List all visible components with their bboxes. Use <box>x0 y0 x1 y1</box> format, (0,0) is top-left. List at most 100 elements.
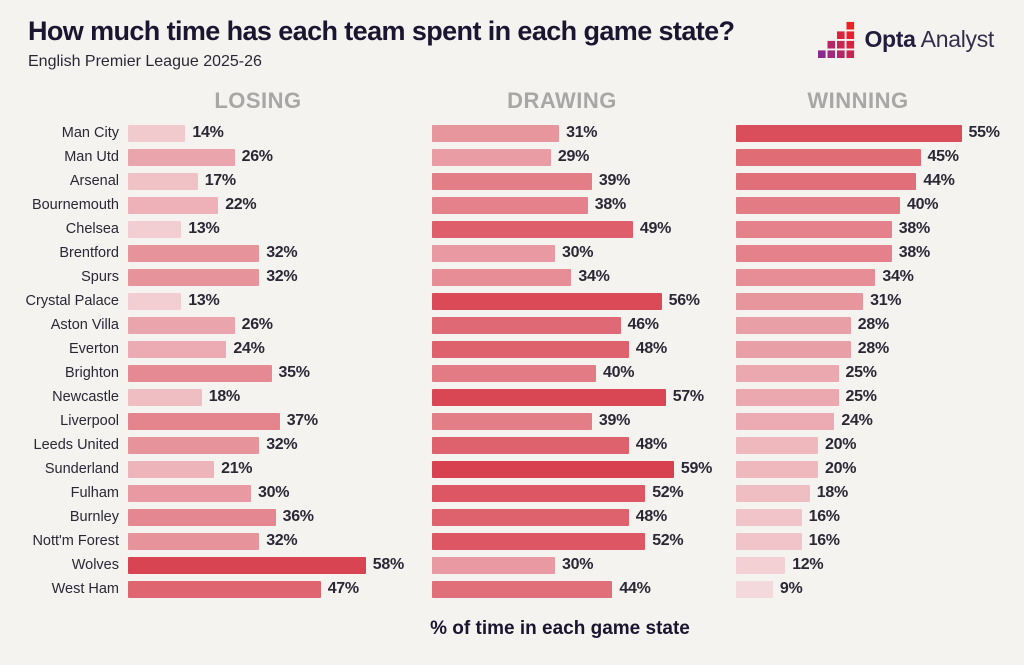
bar-track-drawing: 52% <box>432 481 736 505</box>
page-title: How much time has each team spent in eac… <box>28 16 735 46</box>
bar-value-label: 22% <box>225 196 257 213</box>
bar-value-label: 48% <box>635 340 667 357</box>
team-label: Leeds United <box>33 437 119 453</box>
bar-value-label: 40% <box>603 364 635 381</box>
drawing-bar <box>432 148 551 166</box>
team-label: Spurs <box>81 269 119 285</box>
bar-value-label: 16% <box>808 508 840 525</box>
bar-value-label: 9% <box>779 580 803 597</box>
winning-bar <box>736 532 802 550</box>
opta-analyst-logo: Opta Analyst <box>818 20 994 58</box>
bar-value-label: 52% <box>652 484 684 501</box>
winning-bar <box>736 244 892 262</box>
bar-track-winning: 25% <box>736 361 1024 385</box>
brand-name: Opta Analyst <box>864 26 994 53</box>
bar-value-label: 34% <box>882 268 914 285</box>
winning-bar <box>736 412 835 430</box>
winning-bar <box>736 388 839 406</box>
team-row: Wolves 58% 30% 12% <box>0 553 1024 577</box>
bar-track-drawing: 30% <box>432 241 736 265</box>
losing-bar <box>128 460 215 478</box>
bar-value-label: 17% <box>204 172 236 189</box>
drawing-bar <box>432 268 572 286</box>
bar-track-drawing: 59% <box>432 457 736 481</box>
bar-track-losing: 37% <box>128 409 432 433</box>
bar-track-winning: 38% <box>736 241 1024 265</box>
bar-track-winning: 20% <box>736 433 1024 457</box>
team-row: Bournemouth 22% 38% 40% <box>0 193 1024 217</box>
drawing-bar <box>432 340 629 358</box>
bar-value-label: 56% <box>668 292 700 309</box>
losing-bar <box>128 436 260 454</box>
bar-track-winning: 40% <box>736 193 1024 217</box>
losing-bar <box>128 316 235 334</box>
bar-track-drawing: 48% <box>432 505 736 529</box>
bar-value-label: 44% <box>923 172 955 189</box>
losing-bar <box>128 148 235 166</box>
drawing-bar <box>432 172 592 190</box>
team-row: Brighton 35% 40% 25% <box>0 361 1024 385</box>
losing-bar <box>128 364 272 382</box>
team-label: Newcastle <box>52 389 119 405</box>
drawing-bar <box>432 460 674 478</box>
drawing-bar <box>432 220 633 238</box>
losing-bar <box>128 292 182 310</box>
bar-track-drawing: 40% <box>432 361 736 385</box>
drawing-bar <box>432 124 560 142</box>
bar-track-winning: 28% <box>736 337 1024 361</box>
team-row: Leeds United 32% 48% 20% <box>0 433 1024 457</box>
team-row: Aston Villa 26% 46% 28% <box>0 313 1024 337</box>
team-row: Sunderland 21% 59% 20% <box>0 457 1024 481</box>
losing-bar <box>128 244 260 262</box>
bar-track-winning: 12% <box>736 553 1024 577</box>
bar-track-winning: 28% <box>736 313 1024 337</box>
bar-value-label: 26% <box>241 316 273 333</box>
team-row: Brentford 32% 30% 38% <box>0 241 1024 265</box>
brand-name-bold: Opta <box>864 25 916 52</box>
bar-value-label: 24% <box>841 412 873 429</box>
bar-value-label: 52% <box>652 532 684 549</box>
drawing-bar <box>432 196 588 214</box>
winning-bar <box>736 508 802 526</box>
bar-track-losing: 30% <box>128 481 432 505</box>
winning-bar <box>736 268 876 286</box>
drawing-bar <box>432 316 621 334</box>
drawing-bar <box>432 580 613 598</box>
bar-track-losing: 36% <box>128 505 432 529</box>
bar-value-label: 16% <box>808 532 840 549</box>
team-row: Newcastle 18% 57% 25% <box>0 385 1024 409</box>
bar-value-label: 26% <box>241 148 273 165</box>
bar-track-drawing: 39% <box>432 169 736 193</box>
team-row: Chelsea 13% 49% 38% <box>0 217 1024 241</box>
bar-value-label: 29% <box>557 148 590 165</box>
bar-track-losing: 32% <box>128 433 432 457</box>
winning-bar <box>736 484 810 502</box>
drawing-bar <box>432 556 555 574</box>
bar-track-drawing: 49% <box>432 217 736 241</box>
team-row: Burnley 36% 48% 16% <box>0 505 1024 529</box>
bar-value-label: 45% <box>927 148 959 165</box>
team-row: Fulham 30% 52% 18% <box>0 481 1024 505</box>
bar-track-drawing: 46% <box>432 313 736 337</box>
drawing-bar <box>432 364 596 382</box>
bar-value-label: 40% <box>907 196 939 213</box>
bar-value-label: 28% <box>857 340 889 357</box>
bar-track-drawing: 31% <box>432 121 736 145</box>
losing-bar <box>128 580 321 598</box>
x-axis-label: % of time in each game state <box>430 618 690 639</box>
bar-value-label: 18% <box>208 388 240 405</box>
winning-bar <box>736 124 962 142</box>
team-label: Chelsea <box>65 221 119 237</box>
team-row: West Ham 47% 44% 9% <box>0 577 1024 601</box>
header: How much time has each team spent in eac… <box>0 0 1024 78</box>
winning-bar <box>736 196 900 214</box>
team-label: West Ham <box>51 581 119 597</box>
drawing-bar <box>432 508 629 526</box>
losing-bar <box>128 220 182 238</box>
page-subtitle: English Premier League 2025-26 <box>28 53 262 71</box>
bar-value-label: 14% <box>192 124 224 141</box>
team-row: Spurs 32% 34% 34% <box>0 265 1024 289</box>
team-label: Man Utd <box>64 149 119 165</box>
bar-track-losing: 21% <box>128 457 432 481</box>
